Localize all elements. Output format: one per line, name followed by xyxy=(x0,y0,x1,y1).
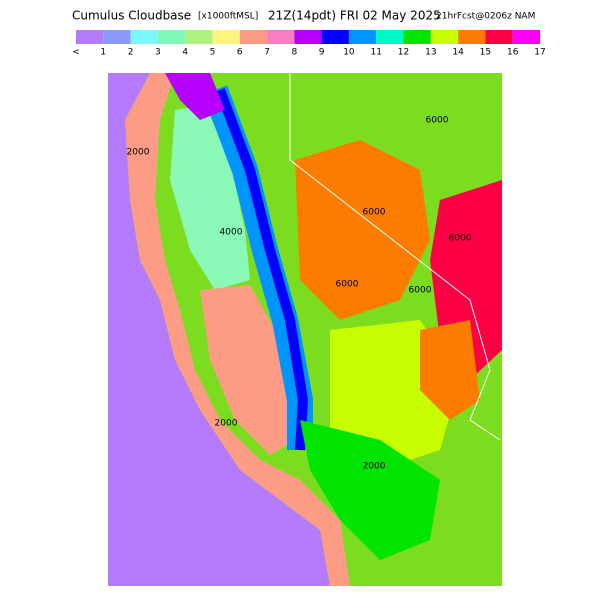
north-coast-purple xyxy=(165,73,225,120)
colorbar-swatch xyxy=(103,30,131,44)
colorbar-label: 15 xyxy=(480,48,491,58)
colorbar-swatch xyxy=(321,30,349,44)
contour-label: 6000 xyxy=(449,234,472,244)
colorbar-swatch xyxy=(512,30,540,44)
colorbar: <1 2 3 4 5 6 7 8 9 10 11 12 13 14 15 16 17 xyxy=(72,30,546,58)
colorbar-swatch xyxy=(76,30,104,44)
contour-label: 2000 xyxy=(215,419,238,429)
colorbar-swatch xyxy=(458,30,486,44)
contour-label: 2000 xyxy=(127,148,150,158)
model-run: 21hrFcst@0206z NAM xyxy=(436,12,535,22)
colorbar-label: 10 xyxy=(343,48,355,58)
colorbar-swatch xyxy=(157,30,186,44)
contour-label: 6000 xyxy=(426,116,449,126)
colorbar-swatch xyxy=(485,30,513,44)
east-orange-2 xyxy=(420,320,480,420)
colorbar-swatch xyxy=(267,30,295,44)
colorbar-swatch xyxy=(239,30,268,44)
colorbar-label: 8 xyxy=(291,48,297,58)
colorbar-label: 9 xyxy=(319,48,325,58)
valley-north xyxy=(170,105,250,290)
colorbar-label: 4 xyxy=(182,48,188,58)
contour-label: 2000 xyxy=(363,462,386,472)
colorbar-label: 1 xyxy=(100,48,106,58)
colorbar-swatch xyxy=(130,30,158,44)
map xyxy=(108,73,502,586)
contour-labels: 6000 2000 4000 6000 6000 2000 2000 6000 6000 xyxy=(127,116,472,472)
units: [x1000ftMSL] xyxy=(198,12,258,22)
colorbar-label: 3 xyxy=(155,48,161,58)
coastal-zone xyxy=(125,73,350,586)
contour-label: 6000 xyxy=(409,286,432,296)
contour-label: 6000 xyxy=(363,208,386,218)
colorbar-label: 14 xyxy=(452,48,464,58)
state-boundary xyxy=(289,73,501,441)
colorbar-swatch xyxy=(212,30,240,44)
contour-label: 6000 xyxy=(336,280,359,290)
colorbar-label: 6 xyxy=(237,48,243,58)
colorbar-label: 17 xyxy=(534,48,545,58)
colorbar-swatch xyxy=(294,30,322,44)
colorbar-swatch xyxy=(430,30,459,44)
colorbar-label: 7 xyxy=(264,48,270,58)
colorbar-label: 11 xyxy=(371,48,382,58)
colorbar-label: 16 xyxy=(507,48,519,58)
colorbar-swatch xyxy=(376,30,404,44)
colorbar-swatch xyxy=(403,30,431,44)
colorbar-label: < xyxy=(72,48,80,58)
colorbar-label: 5 xyxy=(210,48,216,58)
east-orange xyxy=(295,140,430,320)
sierra-blue xyxy=(215,88,309,451)
south-green xyxy=(300,420,440,560)
valid-time: 21Z(14pdt) FRI 02 May 2025 xyxy=(268,9,441,23)
colorbar-label: 13 xyxy=(425,48,436,58)
colorbar-swatch xyxy=(348,30,377,44)
contour-label: 4000 xyxy=(220,228,243,238)
colorbar-swatch xyxy=(185,30,213,44)
title: Cumulus Cloudbase xyxy=(72,9,191,23)
colorbar-label: 2 xyxy=(128,48,134,58)
colorbar-label: 12 xyxy=(398,48,409,58)
valley-south xyxy=(200,285,300,455)
